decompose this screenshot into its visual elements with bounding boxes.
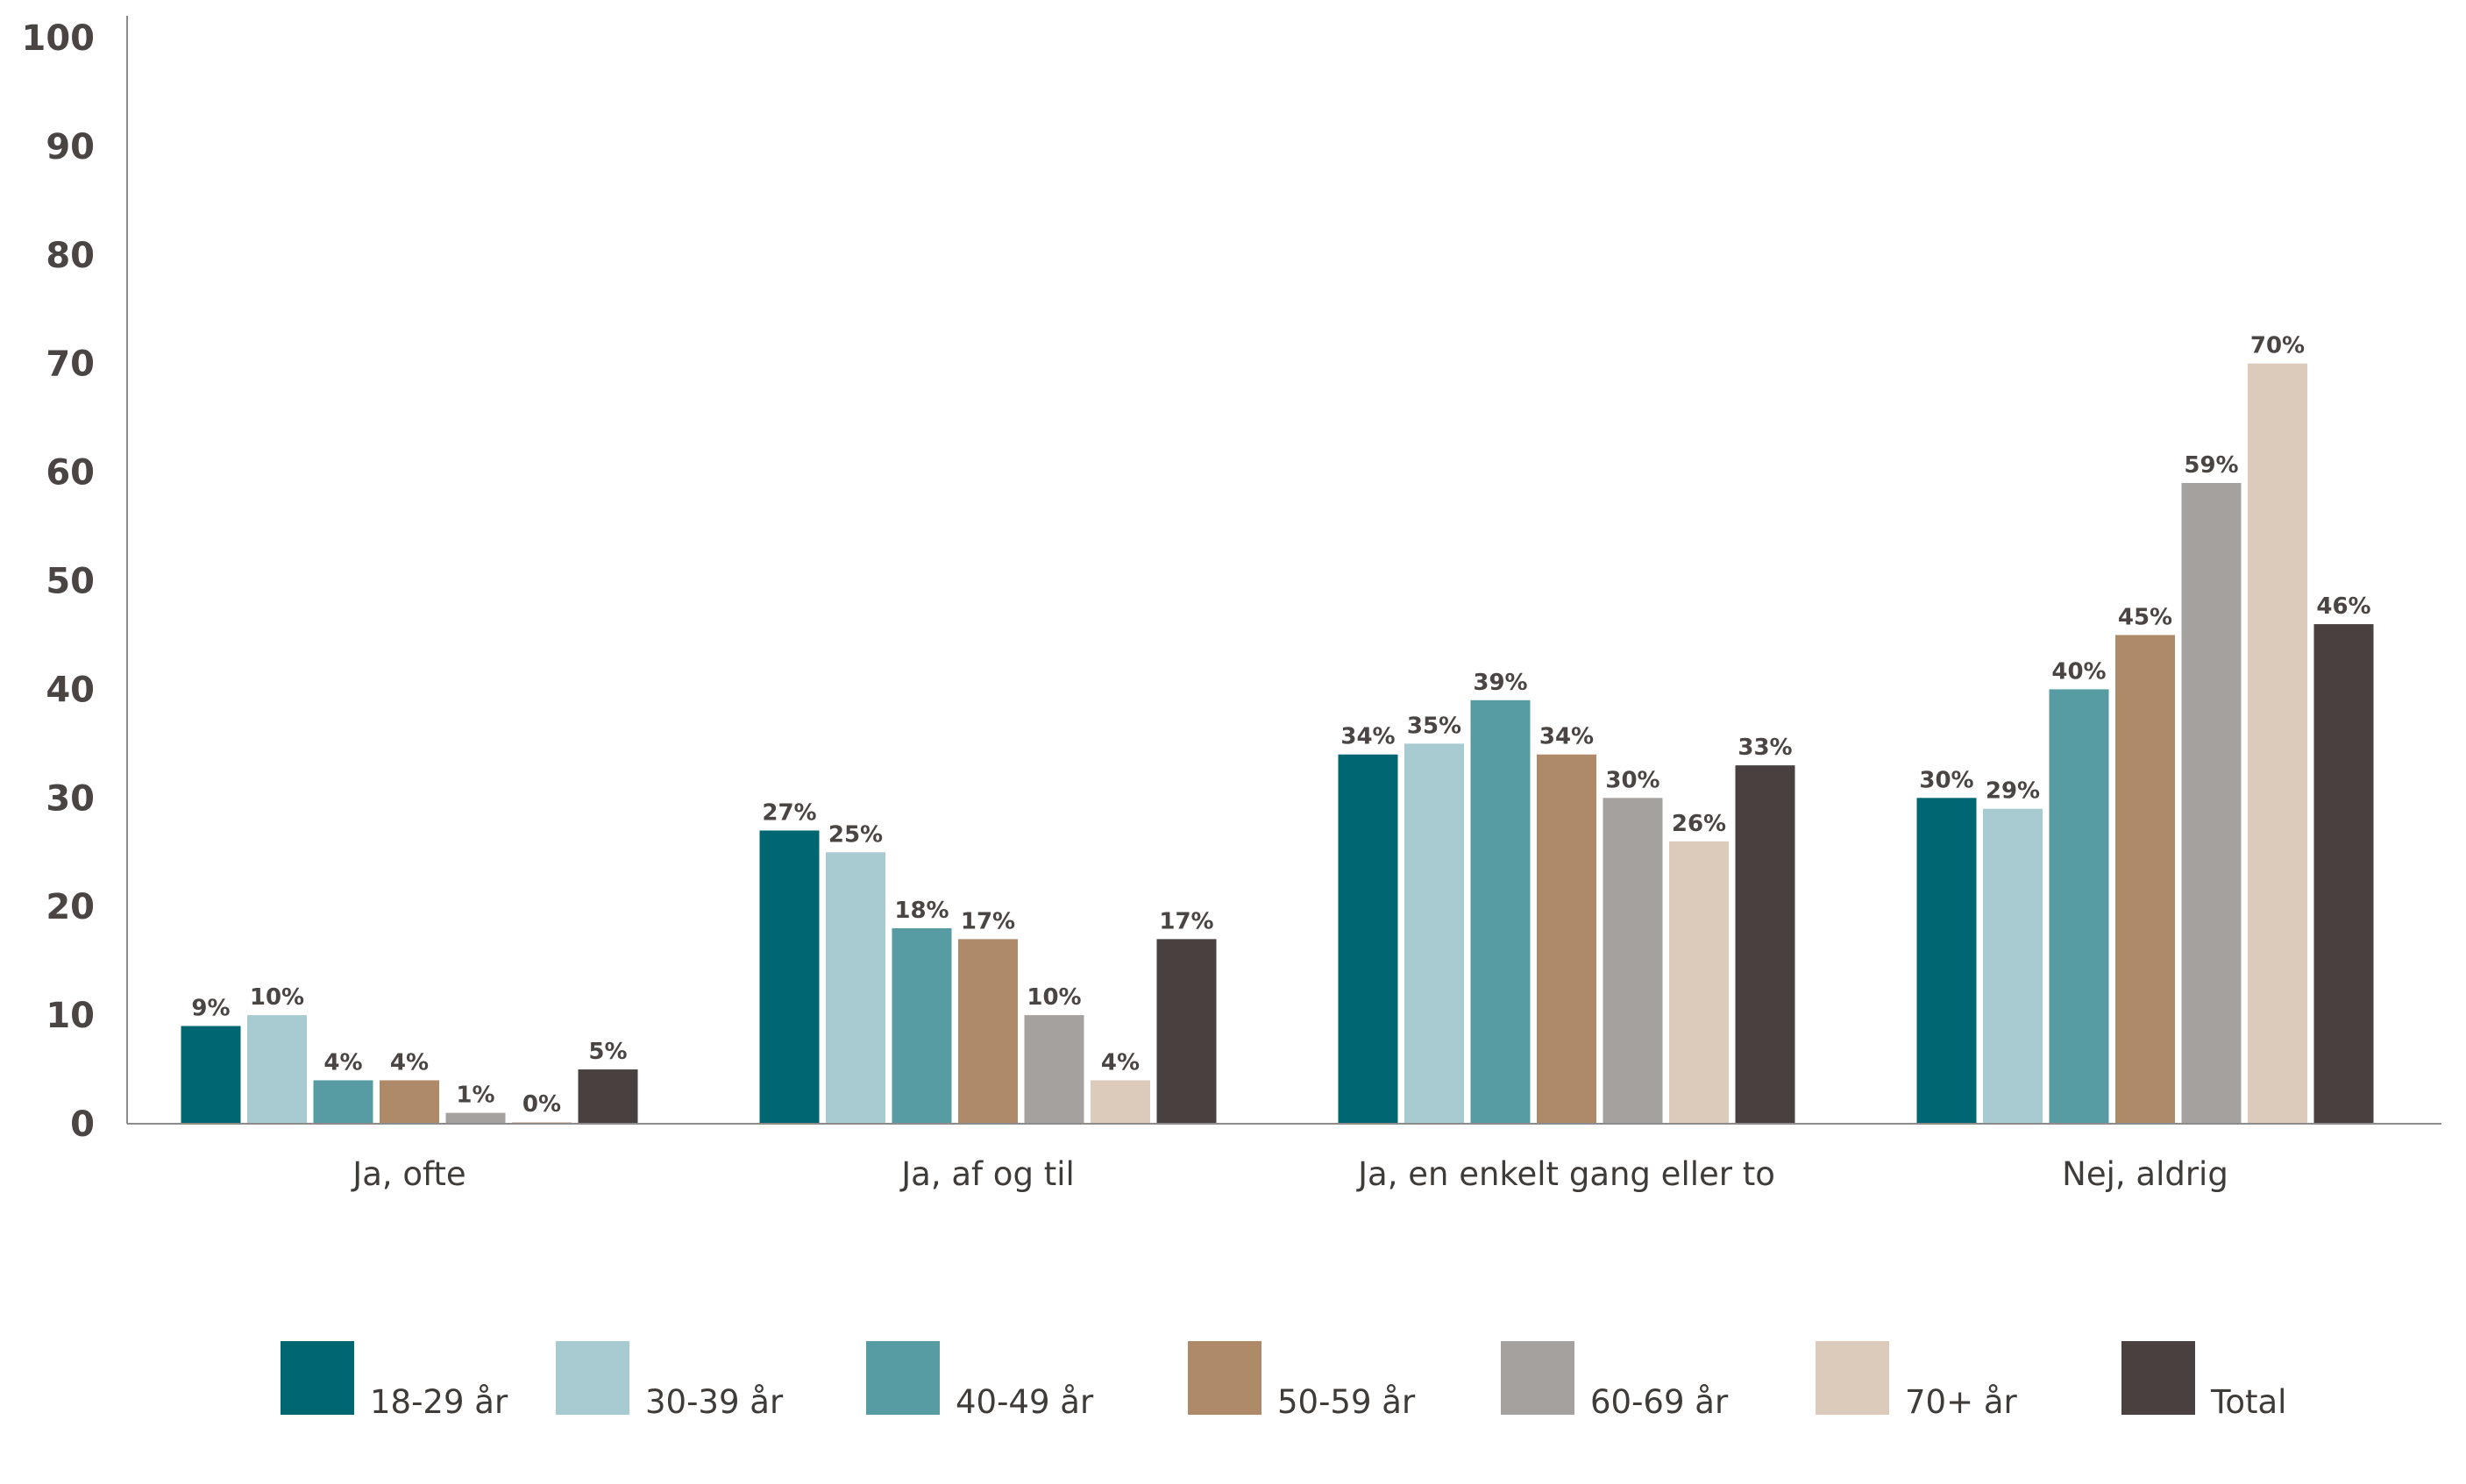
x-tick-label: Ja, af og til [899,1155,1075,1193]
bar [1916,798,1977,1124]
bar-data-label: 39% [1473,670,1527,696]
y-tick-label: 50 [46,562,95,602]
bar-data-label: 34% [1340,724,1395,750]
bar [1091,1080,1150,1124]
bar [445,1112,506,1124]
bar-data-label: 70% [2250,333,2305,359]
bar-data-label: 26% [1672,811,1726,837]
bar [1537,754,1596,1124]
y-tick-label: 100 [22,18,96,59]
bar [1404,743,1464,1124]
y-tick-label: 70 [46,344,95,385]
bar-data-label: 17% [961,908,1015,934]
legend-label: 40-49 år [956,1383,1094,1421]
bar [1983,808,2043,1124]
bar-data-label: 33% [1738,735,1792,761]
bar [313,1080,373,1124]
y-tick-label: 60 [46,453,95,493]
bar [826,852,885,1124]
bar-data-label: 9% [191,995,230,1021]
bar [759,830,820,1124]
x-tick-label: Ja, ofte [351,1155,465,1193]
bar [247,1015,307,1124]
bar [2313,624,2374,1124]
legend-label: 30-39 år [645,1383,784,1421]
legend-label: Total [2210,1383,2286,1421]
bar [2049,689,2109,1124]
bar [2115,635,2175,1124]
bar [1603,798,1663,1124]
bar-data-label: 40% [2051,658,2106,685]
bar [181,1026,241,1124]
y-tick-label: 80 [46,236,95,276]
bar-data-label: 29% [1986,778,2040,805]
y-tick-label: 10 [46,996,95,1036]
x-axis: Ja, ofte Ja, af og til Ja, en enkelt gang … [127,1123,2441,1193]
legend-label: 60-69 år [1590,1383,1729,1421]
bar-data-label: 17% [1159,908,1213,934]
legend-swatch [1188,1341,1261,1415]
y-tick-label: 90 [46,127,95,167]
bar-data-label: 45% [2118,604,2172,630]
bar [1735,765,1795,1124]
legend-swatch [1501,1341,1574,1415]
y-tick-label: 20 [46,887,95,927]
bar-data-label: 30% [1605,767,1659,793]
bar [1669,841,1729,1124]
x-tick-label: Nej, aldrig [2062,1155,2228,1193]
legend-swatch [1816,1341,1889,1415]
bar-data-label: 35% [1407,713,1461,739]
bar-data-label: 1% [456,1083,494,1109]
bar-data-label: 46% [2316,593,2370,620]
bar [1156,939,1217,1124]
bar-data-label: 5% [588,1039,627,1065]
y-tick-label: 40 [46,670,95,710]
bar-data-label: 30% [1919,767,1973,793]
x-tick-label: Ja, en enkelt gang eller to [1356,1155,1775,1193]
legend-label: 50-59 år [1277,1383,1416,1421]
bar [380,1080,439,1124]
bar [892,927,952,1124]
bar-data-label: 4% [323,1049,362,1076]
y-axis: 0 10 20 30 40 50 60 70 80 90 100 [22,16,128,1145]
data-labels: 9% 10% 4% 4% 1% 0% 5% 27% 25% 18% 17% 10% 4% 17% 34% 35… [191,333,2370,1118]
y-tick-label: 0 [70,1104,95,1145]
bar-data-label: 4% [390,1049,429,1076]
bar [578,1069,638,1124]
legend-swatch [281,1341,354,1415]
bar-data-label: 18% [894,898,949,924]
bar-data-label: 25% [828,821,883,848]
y-tick-label: 30 [46,778,95,819]
legend-swatch [2121,1341,2195,1415]
legend-label: 18-29 år [370,1383,508,1421]
bar-data-label: 10% [1027,984,1081,1011]
bar-data-label: 59% [2184,452,2238,479]
bar [958,939,1018,1124]
bar [1338,754,1398,1124]
legend-label: 70+ år [1905,1383,2018,1421]
bar-data-label: 27% [762,799,816,826]
bar-data-label: 4% [1101,1049,1140,1076]
bar [1024,1015,1084,1124]
bars [181,363,2374,1124]
bar [2181,482,2242,1124]
bar [1470,699,1531,1124]
bar-data-label: 10% [250,984,304,1011]
legend-swatch [556,1341,629,1415]
legend: 18-29 år 30-39 år 40-49 år 50-59 år 60-69 år… [281,1341,2286,1421]
bar [2248,363,2307,1124]
bar-data-label: 0% [522,1091,561,1118]
legend-swatch [866,1341,940,1415]
bar-data-label: 34% [1539,724,1594,750]
